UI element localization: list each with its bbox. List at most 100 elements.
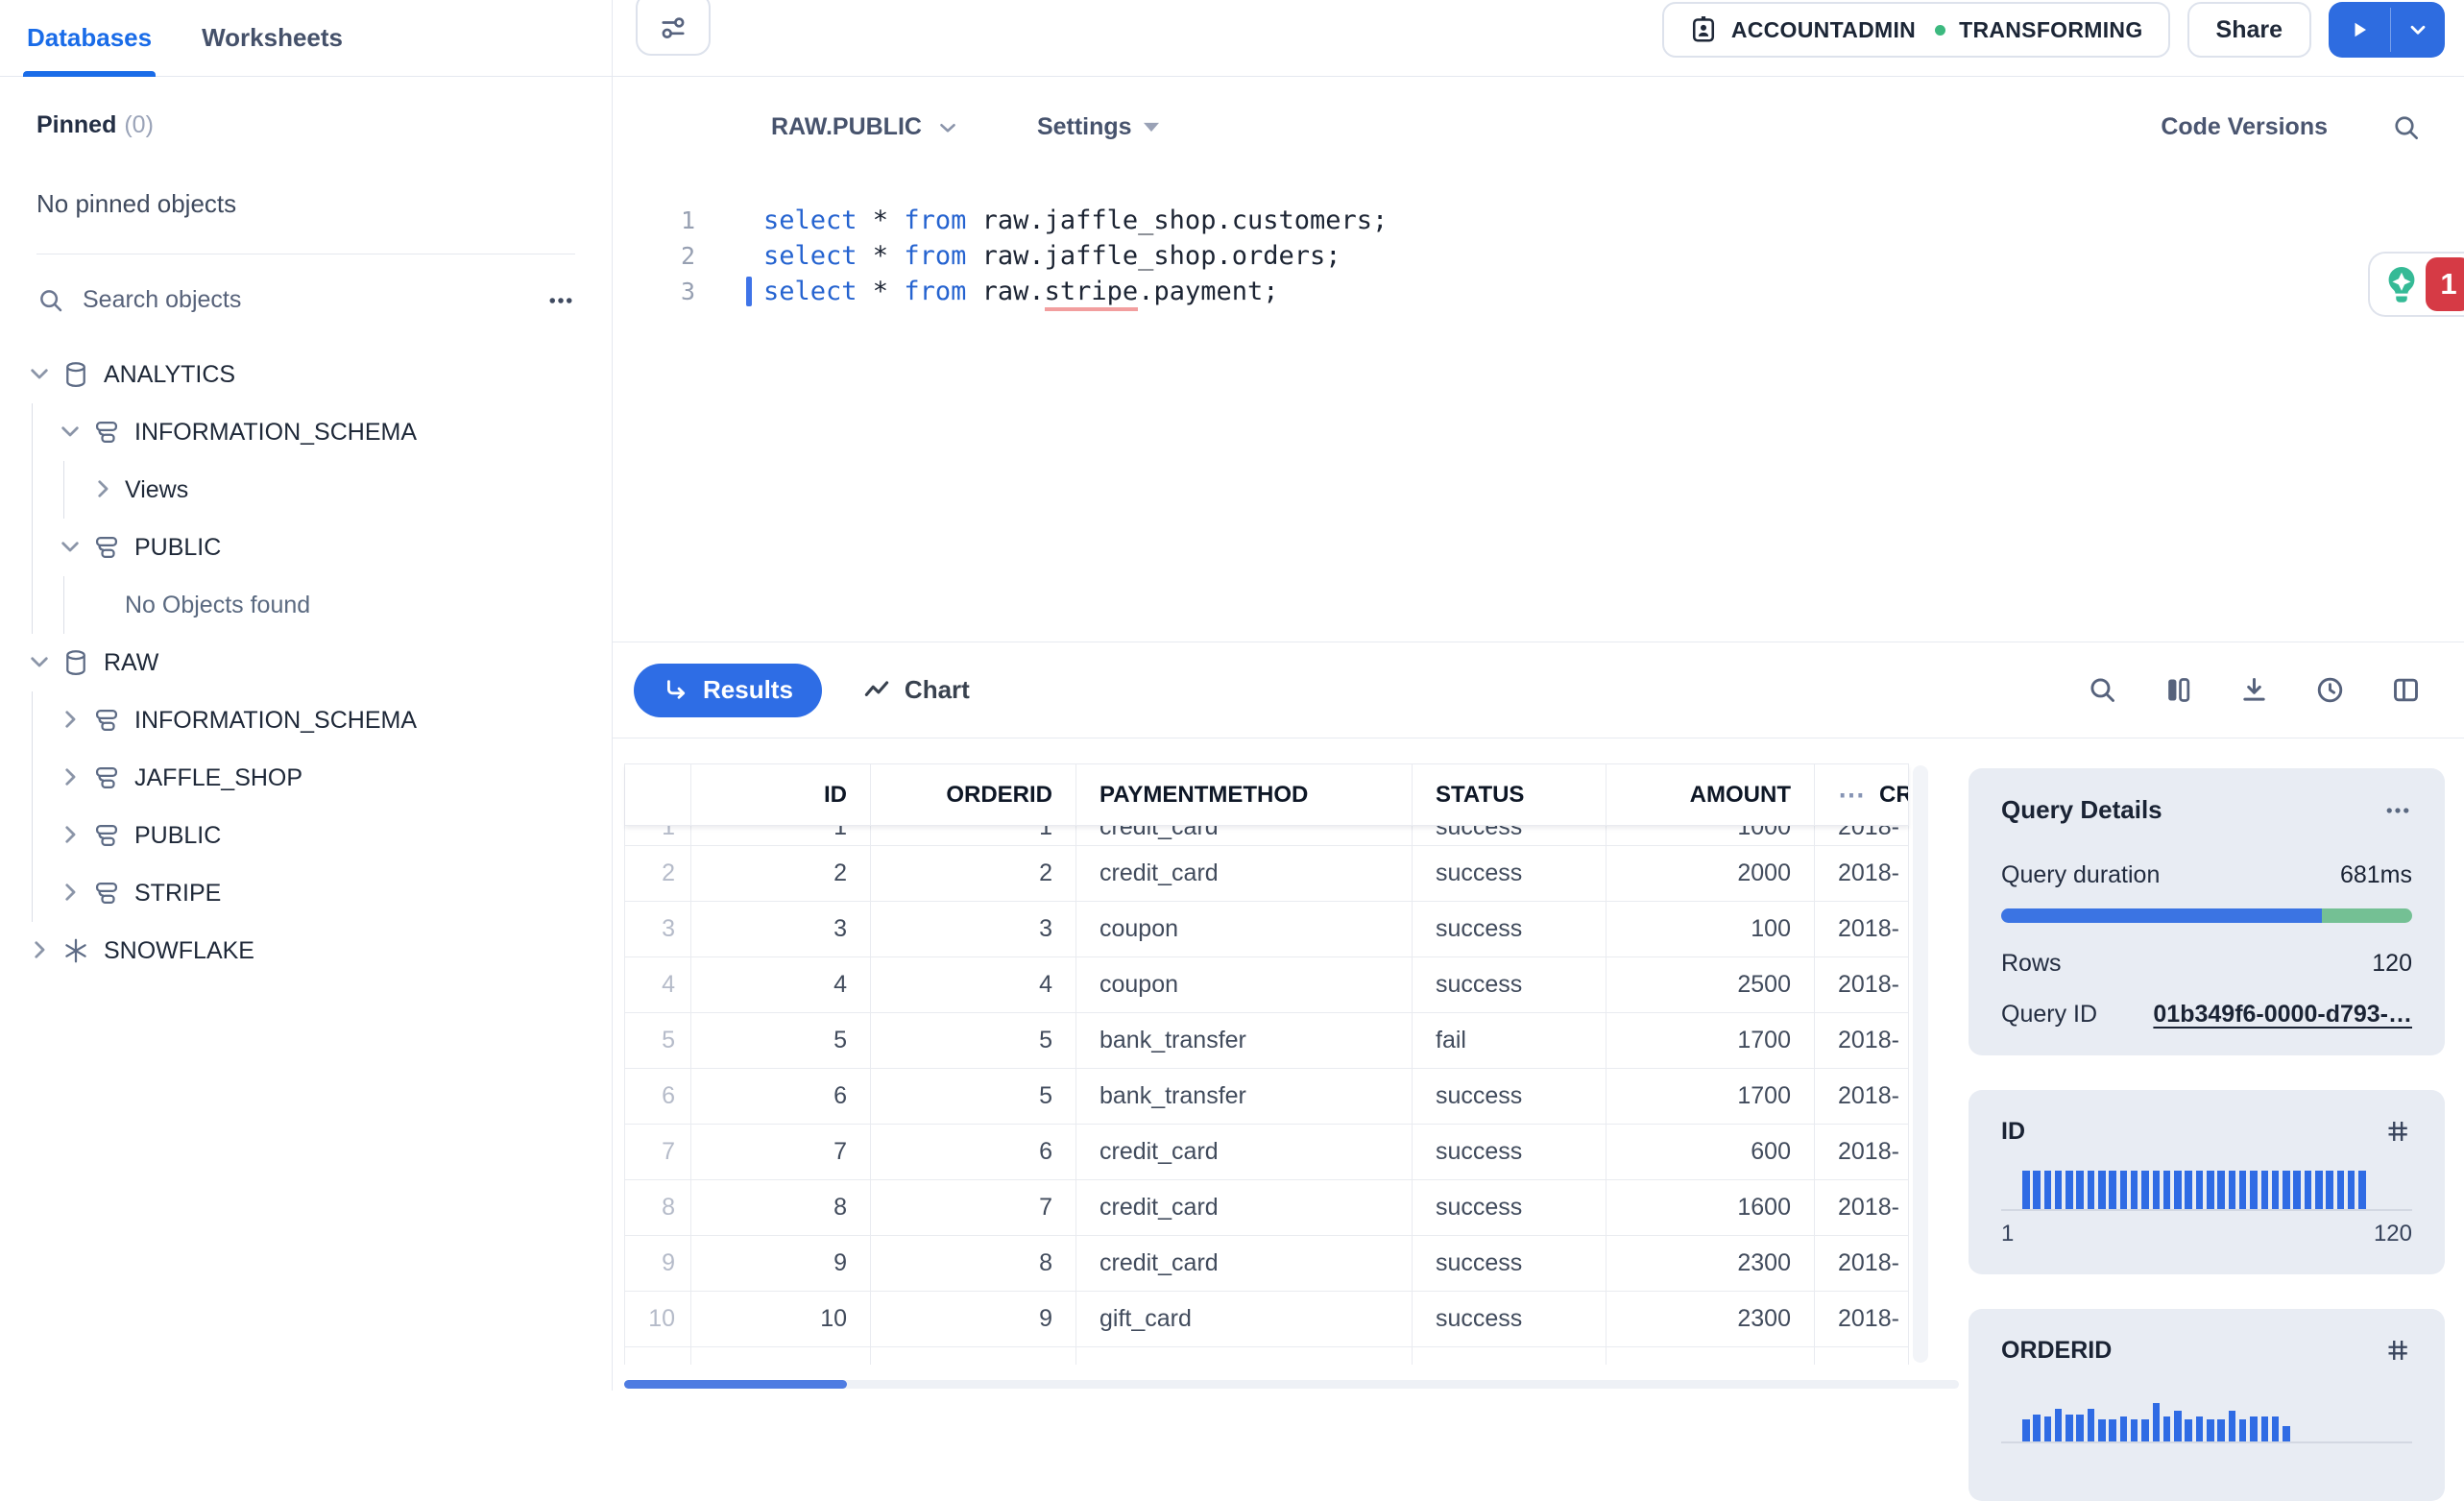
tree-item-public[interactable]: PUBLIC (0, 519, 612, 576)
cell-status[interactable]: success (1413, 1236, 1606, 1292)
cell-status[interactable]: success (1413, 1125, 1606, 1180)
cell-amount[interactable]: 100 (1606, 902, 1815, 957)
cell-orderid[interactable]: 9 (871, 1292, 1076, 1347)
cell-amount[interactable]: 1000 (1606, 826, 1815, 846)
sidebar-options-icon[interactable] (546, 286, 575, 315)
cell-id[interactable]: 4 (691, 957, 871, 1013)
cell-orderid[interactable]: 2 (871, 846, 1076, 902)
cell-created[interactable]: 2018- (1815, 1236, 1909, 1292)
results-search-icon[interactable] (2087, 674, 2118, 706)
cell-created[interactable]: 2018- (1815, 826, 1909, 846)
cell-created[interactable]: 2018- (1815, 1069, 1909, 1125)
tree-item-analytics[interactable]: ANALYTICS (0, 346, 612, 403)
tree-item-jaffle-shop[interactable]: JAFFLE_SHOP (0, 749, 612, 807)
cell-created[interactable]: 2018- (1815, 846, 1909, 902)
cell-status[interactable]: success (1413, 846, 1606, 902)
split-panel-icon[interactable] (2390, 674, 2422, 706)
cell-paymentmethod[interactable]: credit_card (1076, 826, 1413, 846)
chevron-right-icon[interactable] (27, 937, 54, 964)
cell-status[interactable]: success (1413, 826, 1606, 846)
columns-icon[interactable] (2162, 674, 2194, 706)
cell-status[interactable]: success (1413, 902, 1606, 957)
column-header-paymentmethod[interactable]: PAYMENTMETHOD (1076, 764, 1413, 826)
cell-amount[interactable]: 1700 (1606, 1069, 1815, 1125)
cell-paymentmethod[interactable]: coupon (1076, 957, 1413, 1013)
cell-paymentmethod[interactable]: credit_card (1076, 1180, 1413, 1236)
settings-menu[interactable]: Settings (1037, 113, 1159, 141)
tab-worksheets[interactable]: Worksheets (202, 0, 343, 77)
row-number-cell[interactable]: 7 (625, 1125, 691, 1180)
download-icon[interactable] (2238, 674, 2270, 706)
cell-created[interactable]: 2018- (1815, 1180, 1909, 1236)
tab-chart[interactable]: Chart (862, 675, 970, 705)
cell-paymentmethod[interactable]: gift_card (1076, 1292, 1413, 1347)
search-objects-row[interactable]: Search objects (0, 254, 612, 346)
tab-results[interactable]: Results (634, 664, 822, 717)
cell-paymentmethod[interactable]: credit_card (1076, 846, 1413, 902)
database-schema-selector[interactable]: RAW.PUBLIC (771, 113, 960, 141)
row-number-cell[interactable]: 9 (625, 1236, 691, 1292)
cell-id[interactable]: 3 (691, 902, 871, 957)
chevron-down-icon[interactable] (58, 534, 85, 561)
cell-paymentmethod[interactable]: bank_transfer (1076, 1013, 1413, 1069)
cell-id[interactable]: 1 (691, 826, 871, 846)
cell-orderid[interactable]: 1 (871, 826, 1076, 846)
cell-orderid[interactable]: 6 (871, 1125, 1076, 1180)
id-histogram[interactable] (2001, 1171, 2412, 1211)
search-input[interactable]: Search objects (83, 286, 529, 314)
run-options-button[interactable] (2391, 2, 2445, 58)
cell-orderid[interactable]: 7 (871, 1180, 1076, 1236)
query-id-link[interactable]: 01b349f6-0000-d793-… (2153, 1001, 2412, 1029)
cell-amount[interactable]: 1600 (1606, 1180, 1815, 1236)
cell-status[interactable]: success (1413, 1292, 1606, 1347)
row-number-cell[interactable]: 4 (625, 957, 691, 1013)
tree-item-information-schema[interactable]: INFORMATION_SCHEMA (0, 691, 612, 749)
chevron-down-icon[interactable] (27, 649, 54, 676)
history-clock-icon[interactable] (2314, 674, 2346, 706)
share-button[interactable]: Share (2187, 2, 2311, 58)
run-button[interactable] (2329, 2, 2390, 58)
results-table[interactable]: IDORDERIDPAYMENTMETHODSTATUSAMOUNT⋯CREAT… (624, 763, 1909, 1365)
cell-created[interactable]: 2018- (1815, 957, 1909, 1013)
row-number-cell[interactable]: 6 (625, 1069, 691, 1125)
column-header-status[interactable]: STATUS (1413, 764, 1606, 826)
cell-amount[interactable]: 2300 (1606, 1236, 1815, 1292)
cell-status[interactable]: success (1413, 1180, 1606, 1236)
cell-status[interactable]: success (1413, 1069, 1606, 1125)
cell-id[interactable]: 7 (691, 1125, 871, 1180)
session-context-button[interactable]: ACCOUNTADMIN TRANSFORMING (1662, 2, 2170, 58)
copilot-suggestion-pill[interactable]: 1 (2368, 252, 2464, 317)
cell-id[interactable]: 10 (691, 1292, 871, 1347)
cell-paymentmethod[interactable]: credit_card (1076, 1125, 1413, 1180)
code-versions-button[interactable]: Code Versions (2161, 113, 2328, 141)
column-header-amount[interactable]: AMOUNT (1606, 764, 1815, 826)
row-number-cell[interactable]: 10 (625, 1292, 691, 1347)
cell-paymentmethod[interactable]: credit_card (1076, 1236, 1413, 1292)
cell-amount[interactable]: 2500 (1606, 957, 1815, 1013)
chevron-right-icon[interactable] (90, 476, 117, 503)
row-number-cell[interactable]: 3 (625, 902, 691, 957)
chevron-down-icon[interactable] (58, 419, 85, 446)
chevron-right-icon[interactable] (58, 707, 85, 734)
cell-amount[interactable]: 1700 (1606, 1013, 1815, 1069)
cell-amount[interactable]: 2300 (1606, 1292, 1815, 1347)
cell-orderid[interactable]: 5 (871, 1069, 1076, 1125)
tree-item-stripe[interactable]: STRIPE (0, 864, 612, 922)
cell-amount[interactable]: 2000 (1606, 846, 1815, 902)
cell-orderid[interactable]: 4 (871, 957, 1076, 1013)
column-menu-icon[interactable]: ⋯ (1838, 779, 1866, 811)
orderid-histogram[interactable] (2001, 1403, 2412, 1443)
tree-item-views[interactable]: Views (0, 461, 612, 519)
cell-orderid[interactable]: 5 (871, 1013, 1076, 1069)
row-number-cell[interactable]: 1 (625, 826, 691, 846)
